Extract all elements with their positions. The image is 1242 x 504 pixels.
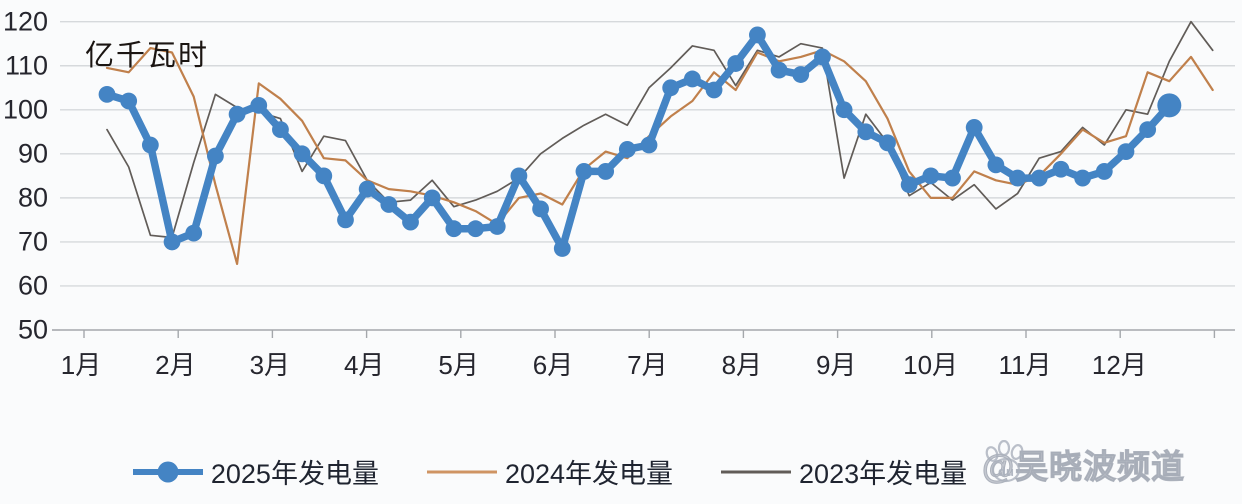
watermark: du @吴晓波频道 <box>981 440 1186 488</box>
series-2025-marker <box>1117 143 1135 161</box>
y-axis-label-50: 50 <box>17 314 48 345</box>
series-2025-marker <box>510 167 528 185</box>
x-axis-label-12月: 12月 <box>1091 350 1147 380</box>
x-axis-label-9月: 9月 <box>815 350 857 380</box>
series-2025-marker <box>900 176 918 194</box>
series-2025-marker <box>228 105 246 123</box>
y-axis-label-100: 100 <box>2 94 48 125</box>
series-2025-marker <box>814 48 831 66</box>
legend-item-2023年发电量: 2023年发电量 <box>721 452 967 491</box>
series-2025-marker <box>749 26 766 44</box>
x-axis-label-11月: 11月 <box>998 350 1052 380</box>
series-2025-marker <box>987 156 1005 174</box>
x-axis-label-6月: 6月 <box>532 350 574 380</box>
series-2025-marker <box>1095 163 1113 180</box>
series-2025-marker <box>1052 160 1070 178</box>
series-2025-marker <box>1009 169 1026 187</box>
y-axis-label-120: 120 <box>2 6 48 37</box>
x-axis-label-1月: 1月 <box>60 350 102 380</box>
series-2025-marker <box>553 240 571 257</box>
series-2025-marker <box>98 85 116 103</box>
series-2025-marker <box>770 61 788 79</box>
series-2025-marker <box>293 145 311 163</box>
series-2025-marker <box>597 163 615 180</box>
y-axis-label-110: 110 <box>4 50 48 81</box>
series-2025-marker <box>1157 93 1182 118</box>
series-2025-marker <box>207 147 224 165</box>
series-2025-line <box>103 31 1174 253</box>
series-2025-marker <box>120 92 138 110</box>
legend-label: 2024年发电量 <box>504 459 674 489</box>
series-2025-marker <box>423 189 441 207</box>
x-axis-label-5月: 5月 <box>438 350 479 380</box>
legend-label: 2025年发电量 <box>210 459 379 489</box>
series-2025-marker <box>141 136 159 154</box>
series-2025-marker <box>272 121 289 139</box>
series-2025-marker <box>1074 169 1091 187</box>
series-2025-marker <box>467 220 484 238</box>
x-axis-label-4月: 4月 <box>343 350 385 380</box>
series-2025-marker <box>575 163 593 180</box>
series-2025-marker <box>402 213 419 231</box>
legend-swatch-icon <box>721 461 792 483</box>
series-2025-marker <box>1139 121 1157 139</box>
y-axis-label-60: 60 <box>17 270 48 301</box>
series-2025-marker <box>250 96 268 114</box>
series-2025-marker <box>705 81 723 99</box>
series-2025-marker <box>792 66 810 83</box>
series-2025-marker <box>618 141 636 158</box>
x-axis-label-10月: 10月 <box>903 350 959 380</box>
series-2025-marker <box>662 79 680 97</box>
series-2025-marker <box>683 70 701 88</box>
legend-swatch-icon <box>426 461 497 483</box>
series-2025-marker <box>727 55 745 72</box>
series-2025-marker <box>337 211 354 229</box>
y-axis-unit-label: 亿千瓦时 <box>85 40 210 72</box>
series-2025-marker <box>640 136 658 154</box>
series-2025-marker <box>445 220 463 238</box>
y-axis-label-90: 90 <box>17 138 48 169</box>
x-axis-label-3月: 3月 <box>249 350 291 380</box>
x-axis-label-7月: 7月 <box>627 350 668 380</box>
series-2025-marker <box>922 167 940 185</box>
series-2025-marker <box>879 134 896 152</box>
series-2025-marker <box>163 233 181 251</box>
legend-item-2024年发电量: 2024年发电量 <box>426 452 674 491</box>
x-axis-label-2月: 2月 <box>155 350 196 380</box>
series-2025-marker <box>358 180 376 198</box>
x-axis-label-8月: 8月 <box>721 350 763 380</box>
y-axis-label-80: 80 <box>17 182 48 213</box>
series-2025-marker <box>835 101 853 119</box>
series-2025-marker <box>315 167 333 185</box>
series-2025-marker <box>944 169 961 187</box>
series-2025-marker <box>488 218 506 235</box>
y-axis-label-70: 70 <box>17 226 48 257</box>
series-2025-marker <box>965 119 983 136</box>
series-2025-marker <box>1030 169 1048 187</box>
legend-item-2025年发电量: 2025年发电量 <box>132 452 379 491</box>
legend-swatch-icon <box>132 461 203 483</box>
legend: 2025年发电量 2024年发电量 2023年发电量 <box>0 452 1100 491</box>
series-2025-marker <box>857 123 875 141</box>
legend-label: 2023年发电量 <box>799 459 968 489</box>
series-2025-marker <box>380 196 398 213</box>
series-2025-marker <box>185 224 203 242</box>
watermark-text: @吴晓波频道 <box>981 448 1186 486</box>
baidu-paw-icon: du <box>985 440 1024 483</box>
watermark-du-badge: du <box>998 464 1014 479</box>
series-2025-marker <box>532 200 549 218</box>
